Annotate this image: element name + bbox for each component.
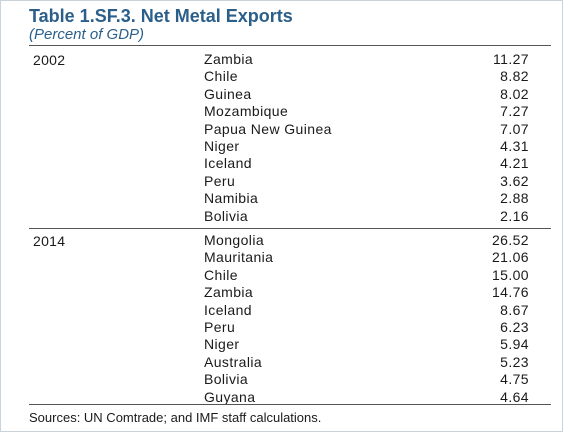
metal-export-value: 4.21 (500, 155, 529, 172)
table-subtitle: (Percent of GDP) (29, 26, 145, 43)
table-row: Chile 15.00 (29, 266, 551, 283)
metal-export-value: 14.76 (491, 284, 529, 301)
country-name: Chile (204, 266, 238, 283)
table-row: Namibia 2.88 (29, 189, 551, 206)
table-row: Australia 5.23 (29, 353, 551, 370)
metal-export-value: 6.23 (500, 318, 529, 335)
table-row: Papua New Guinea 7.07 (29, 120, 551, 137)
country-name: Namibia (204, 190, 259, 207)
metal-export-value: 8.02 (500, 85, 529, 102)
year-label: 2002 (33, 52, 66, 68)
country-name: Guyana (204, 388, 256, 405)
metal-export-value: 4.64 (500, 388, 529, 405)
metal-export-value: 4.31 (500, 137, 529, 154)
country-name: Iceland (204, 155, 252, 172)
country-name: Bolivia (204, 207, 249, 224)
country-name: Zambia (204, 284, 254, 301)
rows-2002: Zambia 11.27 Chile 8.82 Guinea 8.02 Moza… (29, 50, 551, 224)
metal-export-value: 7.27 (500, 103, 529, 120)
country-name: Peru (204, 318, 236, 335)
country-name: Niger (204, 336, 240, 353)
table-title: Table 1.SF.3. Net Metal Exports (29, 6, 293, 26)
country-name: Peru (204, 172, 236, 189)
country-name: Iceland (204, 301, 252, 318)
metal-export-value: 8.67 (500, 301, 529, 318)
rows-2014: Mongolia 26.52 Mauritania 21.06 Chile 15… (29, 231, 551, 405)
bottom-rule (29, 404, 551, 405)
country-name: Guinea (204, 85, 252, 102)
country-name: Papua New Guinea (204, 120, 332, 137)
metal-export-value: 4.75 (500, 371, 529, 388)
country-name: Mozambique (204, 103, 289, 120)
year-label: 2014 (33, 233, 66, 249)
country-name: Mongolia (204, 232, 265, 248)
table-row: Peru 6.23 (29, 318, 551, 335)
metal-export-value: 2.88 (500, 190, 529, 207)
country-name: Chile (204, 68, 238, 85)
metal-export-value: 5.23 (500, 353, 529, 370)
metal-export-value: 7.07 (500, 120, 529, 137)
country-name: Zambia (204, 51, 254, 67)
country-name: Niger (204, 137, 240, 154)
source-note: Sources: UN Comtrade; and IMF staff calc… (29, 410, 322, 425)
table-row: Bolivia 2.16 (29, 207, 551, 224)
metal-export-value: 26.52 (491, 232, 529, 248)
table-row: Bolivia 4.75 (29, 370, 551, 387)
table-row: Guinea 8.02 (29, 85, 551, 102)
table-row: Peru 3.62 (29, 172, 551, 189)
table-row: Iceland 8.67 (29, 301, 551, 318)
table-row: Mauritania 21.06 (29, 248, 551, 265)
country-name: Mauritania (204, 249, 274, 266)
metal-export-value: 11.27 (493, 51, 529, 67)
country-name: Bolivia (204, 371, 249, 388)
table-row: Mongolia 26.52 (29, 231, 551, 248)
table-row: Guyana 4.64 (29, 388, 551, 405)
table-row: Zambia 14.76 (29, 283, 551, 300)
table-row: Niger 5.94 (29, 335, 551, 352)
metal-export-value: 2.16 (500, 207, 529, 224)
metal-export-value: 5.94 (500, 336, 529, 353)
top-rule (29, 45, 551, 46)
metal-export-value: 15.00 (491, 266, 529, 283)
table-row: Zambia 11.27 (29, 50, 551, 67)
table-row: Iceland 4.21 (29, 154, 551, 171)
metal-export-value: 21.06 (491, 249, 529, 266)
table-row: Niger 4.31 (29, 137, 551, 154)
table-row: Chile 8.82 (29, 67, 551, 84)
metal-export-value: 3.62 (500, 172, 529, 189)
table-row: Mozambique 7.27 (29, 102, 551, 119)
country-name: Australia (204, 353, 263, 370)
section-divider-rule (29, 228, 551, 229)
metal-export-value: 8.82 (500, 68, 529, 85)
